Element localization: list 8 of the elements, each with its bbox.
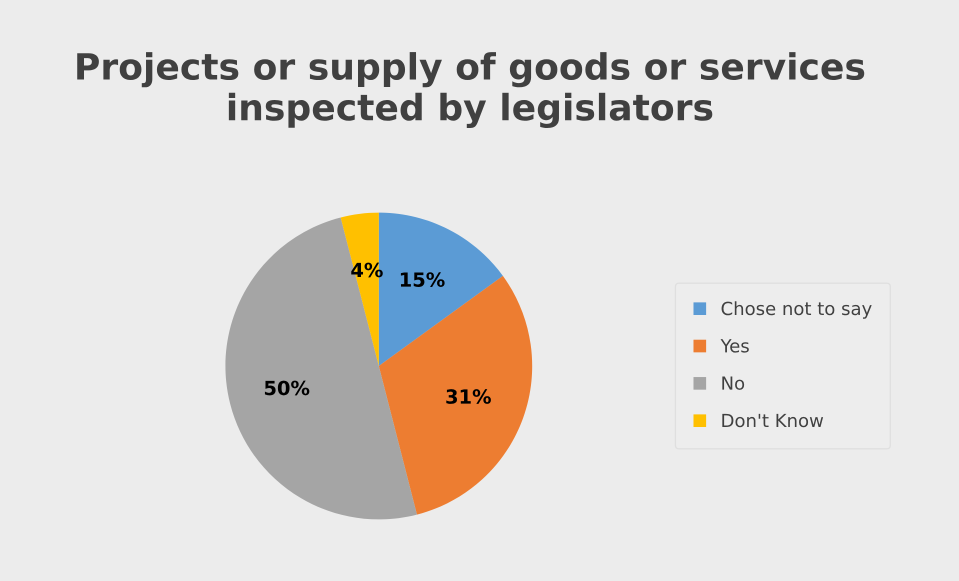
data-label: 50%: [264, 380, 310, 396]
chart-title: Projects or supply of goods or services inspected by legislators: [77, 52, 864, 128]
data-label: 31%: [446, 389, 491, 404]
legend-label: No: [722, 376, 744, 390]
legend-label: Chose not to say: [722, 301, 872, 319]
data-label: 15%: [400, 272, 445, 287]
legend-label: Don't Know: [722, 414, 824, 428]
legend-label: Yes: [720, 339, 749, 353]
